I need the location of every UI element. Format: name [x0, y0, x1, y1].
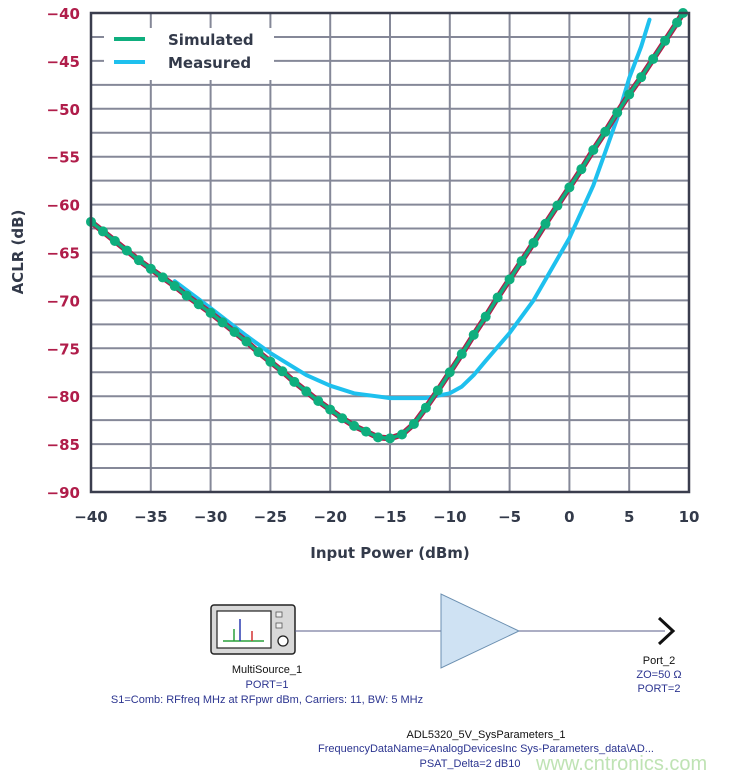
x-tick-label: 10	[679, 508, 700, 526]
legend-background	[104, 28, 274, 80]
x-tick-label: −20	[313, 508, 346, 526]
amplifier-name: ADL5320_5V_SysParameters_1	[407, 729, 566, 741]
y-tick-label: −75	[47, 340, 80, 358]
simulated-marker	[468, 329, 479, 340]
simulated-marker	[145, 263, 156, 274]
aclr-chart: −40 −35 −30 −25 −20 −15 −10 −5 0 5 10−40−45−50−55−…	[9, 5, 700, 562]
x-tick-label: 5	[624, 508, 634, 526]
simulated-marker	[277, 366, 288, 377]
y-tick-label: −65	[47, 245, 80, 263]
amplifier-param-frequency-data: FrequencyDataName=AnalogDevicesInc Sys-P…	[318, 743, 654, 755]
y-tick-label: −80	[47, 388, 80, 406]
simulated-marker	[480, 311, 491, 322]
y-tick-label: −55	[47, 149, 80, 167]
y-tick-label: −85	[47, 436, 80, 454]
x-tick-label: −15	[373, 508, 406, 526]
simulated-marker	[672, 17, 683, 28]
simulated-marker	[576, 164, 587, 175]
simulated-marker	[205, 307, 216, 318]
legend: Simulated Measured	[104, 28, 274, 80]
simulated-marker	[540, 218, 551, 229]
simulated-marker	[408, 418, 419, 429]
simulated-marker	[325, 404, 336, 415]
simulated-marker	[648, 53, 659, 64]
y-tick-label: −50	[47, 101, 80, 119]
schematic-diagram: MultiSource_1 PORT=1 S1=Comb: RFfreq MHz…	[111, 593, 707, 775]
simulated-marker	[121, 245, 132, 256]
simulated-marker	[289, 376, 300, 387]
simulated-marker	[516, 256, 527, 267]
simulated-marker	[157, 272, 168, 283]
simulated-marker	[301, 386, 312, 397]
plot-frame	[89, 11, 691, 494]
source-name: MultiSource_1	[232, 664, 302, 676]
simulated-marker	[361, 426, 372, 437]
x-tick-label: −5	[498, 508, 521, 526]
y-tick-label: −70	[47, 292, 80, 310]
simulated-marker	[504, 274, 515, 285]
watermark: www.cntronics.com	[535, 753, 707, 775]
simulated-marker	[600, 126, 611, 137]
simulated-marker	[636, 72, 647, 83]
simulated-marker	[181, 290, 192, 301]
simulated-marker	[564, 182, 575, 193]
y-tick-label: −40	[47, 5, 80, 23]
simulated-marker	[396, 429, 407, 440]
simulated-marker	[492, 292, 503, 303]
simulated-marker	[241, 336, 252, 347]
port-arrow-icon[interactable]	[657, 616, 676, 646]
simulated-marker	[337, 413, 348, 424]
tick-labels: −40 −35 −30 −25 −20 −15 −10 −5 0 5 10−40−45−50−55−…	[47, 5, 700, 526]
port-number: PORT=2	[638, 683, 681, 695]
grid	[90, 12, 690, 493]
simulated-marker	[193, 299, 204, 310]
simulated-marker	[373, 432, 384, 443]
legend-label-simulated: Simulated	[168, 31, 254, 49]
simulated-marker	[97, 226, 108, 237]
simulated-marker	[109, 236, 120, 247]
simulated-marker	[444, 367, 455, 378]
amplifier-param-psat: PSAT_Delta=2 dB10	[420, 758, 521, 770]
simulated-marker	[349, 420, 360, 431]
simulated-marker	[456, 349, 467, 360]
port-name: Port_2	[643, 655, 675, 667]
y-tick-label: −90	[47, 484, 80, 502]
amplifier-icon[interactable]	[440, 593, 521, 669]
simulated-marker	[432, 385, 443, 396]
measured-line	[172, 17, 652, 401]
simulated-marker	[253, 347, 264, 358]
source-params: S1=Comb: RFfreq MHz at RFpwr dBm, Carrie…	[111, 694, 423, 706]
simulated-marker	[133, 255, 144, 266]
x-axis-title: Input Power (dBm)	[310, 544, 470, 562]
simulated-marker	[588, 144, 599, 155]
series	[86, 8, 689, 444]
x-tick-label: 0	[564, 508, 574, 526]
x-tick-label: −40	[74, 508, 107, 526]
x-tick-label: −10	[433, 508, 466, 526]
x-tick-label: −25	[254, 508, 287, 526]
simulated-marker	[385, 433, 395, 444]
y-tick-label: −60	[47, 197, 80, 215]
simulated-marker	[217, 317, 228, 328]
multisource-icon[interactable]	[210, 604, 296, 655]
y-axis-title: ACLR (dB)	[9, 210, 27, 295]
simulated-marker	[660, 35, 671, 46]
legend-label-measured: Measured	[168, 54, 251, 72]
simulated-marker	[552, 200, 563, 211]
simulated-marker	[229, 327, 240, 338]
x-tick-label: −35	[134, 508, 167, 526]
simulated-marker	[169, 281, 180, 292]
simulated-marker	[313, 395, 324, 406]
simulated-marker	[624, 89, 635, 100]
simulated-marker	[265, 356, 276, 367]
simulated-marker	[528, 237, 539, 248]
port-impedance: ZO=50 Ω	[636, 669, 681, 681]
source-port: PORT=1	[246, 679, 289, 691]
y-tick-label: −45	[47, 53, 80, 71]
simulated-marker	[612, 107, 623, 118]
x-tick-label: −30	[194, 508, 227, 526]
simulated-marker	[420, 402, 431, 413]
